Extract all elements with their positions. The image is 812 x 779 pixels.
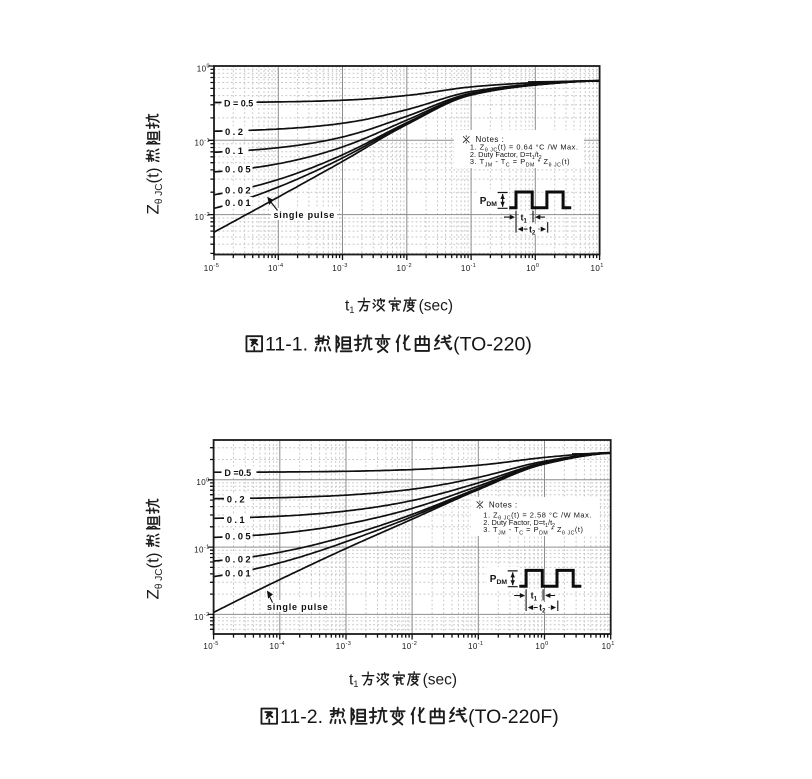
svg-text:t1: t1 <box>345 298 354 316</box>
svg-text:(TO-220): (TO-220) <box>453 334 532 356</box>
svg-text:D = 0.5: D = 0.5 <box>224 98 253 108</box>
svg-text:10-1: 10-1 <box>468 641 483 651</box>
svg-text:10-2: 10-2 <box>195 212 210 222</box>
svg-text:Notes :: Notes : <box>489 500 518 509</box>
svg-text:11-2.: 11-2. <box>280 706 323 728</box>
svg-text:t2: t2 <box>539 603 546 615</box>
svg-text:(TO-220F): (TO-220F) <box>468 706 559 728</box>
svg-text:100: 100 <box>535 641 548 651</box>
svg-text:10-1: 10-1 <box>194 545 209 555</box>
svg-text:0.2: 0.2 <box>227 495 247 506</box>
svg-text:3. TJM - TC = PDM * Zθ JC(t): 3. TJM - TC = PDM * Zθ JC(t) <box>483 525 583 536</box>
svg-text:101: 101 <box>590 263 603 273</box>
svg-text:D =0.5: D =0.5 <box>224 468 251 478</box>
svg-text:single pulse: single pulse <box>274 210 336 220</box>
svg-text:1. Zθ JC(t) = 2.58 °C /W Max.: 1. Zθ JC(t) = 2.58 °C /W Max. <box>483 510 592 521</box>
svg-text:0.05: 0.05 <box>225 531 253 542</box>
svg-text:(sec): (sec) <box>423 672 457 689</box>
svg-text:10-2: 10-2 <box>397 263 412 273</box>
svg-text:t2: t2 <box>529 224 536 236</box>
svg-text:10-5: 10-5 <box>204 263 219 273</box>
svg-text:0.1: 0.1 <box>225 146 245 157</box>
svg-text:(sec): (sec) <box>419 298 453 315</box>
svg-text:0.01: 0.01 <box>225 568 253 579</box>
svg-text:10-3: 10-3 <box>336 641 351 651</box>
svg-text:101: 101 <box>602 641 615 651</box>
svg-text:10-4: 10-4 <box>268 263 283 273</box>
svg-text:100: 100 <box>197 64 210 74</box>
svg-text:t1: t1 <box>521 212 528 224</box>
svg-text:0.02: 0.02 <box>225 555 253 566</box>
svg-text:single pulse: single pulse <box>267 602 329 612</box>
svg-text:10-3: 10-3 <box>332 263 347 273</box>
svg-text:10-5: 10-5 <box>203 641 218 651</box>
svg-text:0.02: 0.02 <box>225 185 253 196</box>
svg-text:10-2: 10-2 <box>402 641 417 651</box>
svg-text:0.1: 0.1 <box>227 515 247 526</box>
svg-text:10-1: 10-1 <box>461 263 476 273</box>
svg-text:10-2: 10-2 <box>194 612 209 622</box>
svg-text:0.01: 0.01 <box>225 198 253 209</box>
svg-text:Notes :: Notes : <box>476 135 505 144</box>
svg-text:0.2: 0.2 <box>225 127 245 138</box>
svg-text:1. Zθ JC(t) = 0.64 °C /W Max.: 1. Zθ JC(t) = 0.64 °C /W Max. <box>470 143 579 154</box>
svg-text:3. TJM - TC = PDM * Zθ JC(t): 3. TJM - TC = PDM * Zθ JC(t) <box>470 157 570 168</box>
svg-text:10-4: 10-4 <box>270 641 285 651</box>
svg-text:11-1.: 11-1. <box>265 334 308 356</box>
svg-text:t1: t1 <box>531 591 538 603</box>
svg-text:10-1: 10-1 <box>195 138 210 148</box>
svg-text:2. Duty Factor, D=t1/t2: 2. Duty Factor, D=t1/t2 <box>470 150 542 161</box>
svg-text:100: 100 <box>196 477 209 487</box>
svg-text:2. Duty Factor, D=t1/t2: 2. Duty Factor, D=t1/t2 <box>483 518 555 529</box>
svg-text:0.05: 0.05 <box>225 164 253 175</box>
svg-text:100: 100 <box>526 263 539 273</box>
svg-text:t1: t1 <box>349 672 358 690</box>
